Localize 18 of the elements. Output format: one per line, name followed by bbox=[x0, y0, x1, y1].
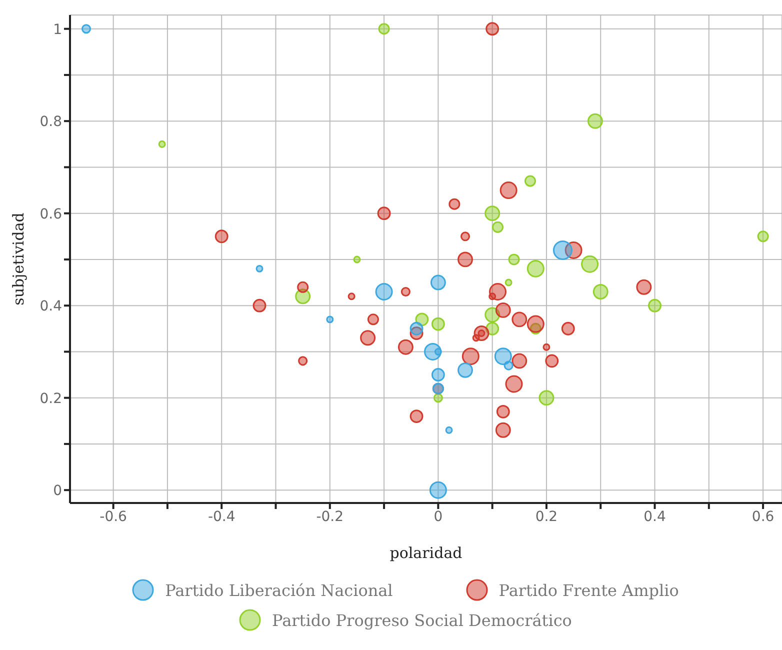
y-axis-title: subjetividad bbox=[9, 212, 28, 306]
x-tick-label: 0.4 bbox=[644, 508, 666, 525]
y-tick-label: 0.6 bbox=[40, 206, 62, 222]
x-tick-label: -0.4 bbox=[208, 508, 236, 525]
legend-label: Partido Liberación Nacional bbox=[165, 580, 393, 600]
legend-label: Partido Progreso Social Democrático bbox=[272, 610, 572, 630]
x-tick-label: 0.6 bbox=[752, 508, 774, 525]
y-tick-label: 0.2 bbox=[40, 390, 62, 407]
x-tick-label: -0.2 bbox=[316, 508, 344, 525]
y-tick-label: 0.8 bbox=[40, 114, 62, 130]
x-axis-title: polaridad bbox=[390, 544, 463, 562]
y-tick-label: 0 bbox=[53, 483, 62, 500]
y-tick-label: 1 bbox=[53, 22, 62, 38]
legend-label: Partido Frente Amplio bbox=[498, 580, 679, 600]
x-tick-label: -0.6 bbox=[100, 508, 128, 525]
y-tick-label: 0.4 bbox=[40, 298, 62, 315]
x-tick-label: 0 bbox=[434, 508, 443, 525]
x-tick-label: 0.2 bbox=[535, 508, 558, 525]
